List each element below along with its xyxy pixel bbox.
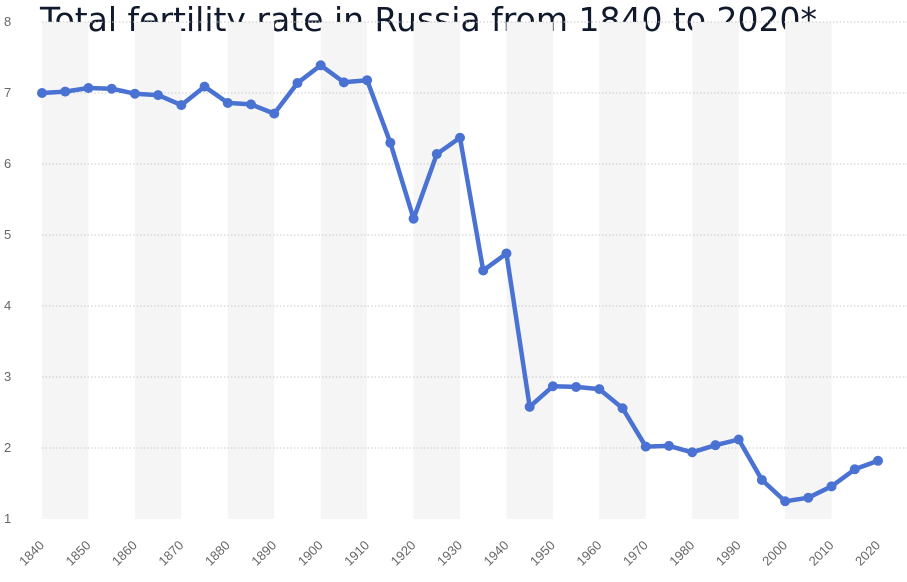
data-point[interactable]: [292, 78, 303, 89]
x-tick-label: 1970: [620, 538, 651, 569]
data-point[interactable]: [83, 83, 94, 94]
data-point[interactable]: [756, 474, 767, 485]
data-point[interactable]: [362, 75, 373, 86]
y-tick-label: 8: [4, 14, 11, 29]
data-point[interactable]: [640, 441, 651, 452]
data-point[interactable]: [269, 108, 280, 119]
data-point[interactable]: [803, 492, 814, 503]
data-point[interactable]: [60, 86, 71, 97]
x-tick-label: 1950: [527, 538, 558, 569]
data-point[interactable]: [733, 434, 744, 445]
data-point[interactable]: [315, 60, 326, 71]
x-tick-label: 1980: [666, 538, 697, 569]
data-point[interactable]: [524, 401, 535, 412]
background-band: [692, 22, 739, 519]
background-band: [134, 22, 182, 519]
data-point[interactable]: [780, 496, 791, 507]
data-point[interactable]: [408, 213, 419, 224]
background-band: [227, 22, 275, 519]
x-tick-label: 2020: [852, 538, 883, 569]
y-axis: 1 2 3 4 5 6 7 8: [4, 14, 11, 526]
x-tick-label: 1900: [295, 538, 326, 569]
data-point[interactable]: [37, 88, 47, 98]
y-tick-label: 6: [4, 156, 11, 171]
data-point[interactable]: [478, 265, 489, 276]
data-point[interactable]: [617, 403, 628, 414]
x-tick-label: 1890: [248, 538, 279, 569]
data-point[interactable]: [455, 132, 465, 143]
data-point[interactable]: [501, 248, 512, 259]
y-tick-label: 2: [4, 440, 11, 455]
background-band: [599, 22, 646, 519]
x-tick-label: 1930: [434, 538, 465, 569]
y-tick-label: 3: [4, 369, 11, 384]
data-point[interactable]: [246, 99, 256, 110]
y-tick-label: 5: [4, 227, 11, 242]
data-point[interactable]: [129, 88, 140, 99]
data-point[interactable]: [664, 440, 674, 451]
data-point[interactable]: [849, 464, 860, 475]
background-band: [413, 22, 460, 519]
y-tick-label: 4: [4, 298, 11, 313]
gridlines: [42, 21, 907, 449]
data-point[interactable]: [571, 381, 582, 392]
y-tick-label: 1: [4, 511, 11, 526]
data-point[interactable]: [431, 149, 442, 160]
x-tick-label: 1870: [155, 538, 186, 569]
data-point[interactable]: [687, 447, 698, 458]
y-tick-label: 7: [4, 85, 11, 100]
data-point[interactable]: [710, 440, 721, 451]
data-point[interactable]: [106, 83, 117, 94]
background-bands: [42, 22, 832, 519]
background-band: [785, 22, 832, 519]
x-tick-label: 1860: [109, 538, 140, 569]
data-point[interactable]: [176, 100, 187, 111]
background-band: [42, 22, 89, 519]
x-tick-label: 1920: [388, 538, 419, 569]
data-point[interactable]: [222, 97, 233, 108]
data-point[interactable]: [826, 481, 837, 492]
data-point[interactable]: [873, 455, 883, 466]
x-tick-label: 1910: [341, 538, 372, 569]
data-point[interactable]: [547, 381, 558, 392]
x-tick-label: 1940: [481, 538, 512, 569]
data-point[interactable]: [153, 90, 164, 101]
x-tick-label: 2010: [806, 538, 837, 569]
data-point[interactable]: [385, 137, 396, 148]
x-tick-label: 1960: [573, 538, 604, 569]
data-point[interactable]: [338, 77, 349, 88]
data-point[interactable]: [594, 384, 605, 395]
data-point[interactable]: [199, 81, 210, 92]
x-tick-label: 2000: [759, 538, 790, 569]
x-tick-label: 1840: [16, 538, 47, 569]
background-band: [506, 22, 553, 519]
x-axis: 1840 1850 1860 1870 1880 1890 1900 1910 1920 1930…: [16, 538, 883, 569]
background-band: [320, 22, 368, 519]
series-fertility-rate: [37, 60, 883, 507]
x-tick-label: 1850: [63, 538, 94, 569]
x-tick-label: 1990: [713, 538, 744, 569]
x-tick-label: 1880: [202, 538, 233, 569]
